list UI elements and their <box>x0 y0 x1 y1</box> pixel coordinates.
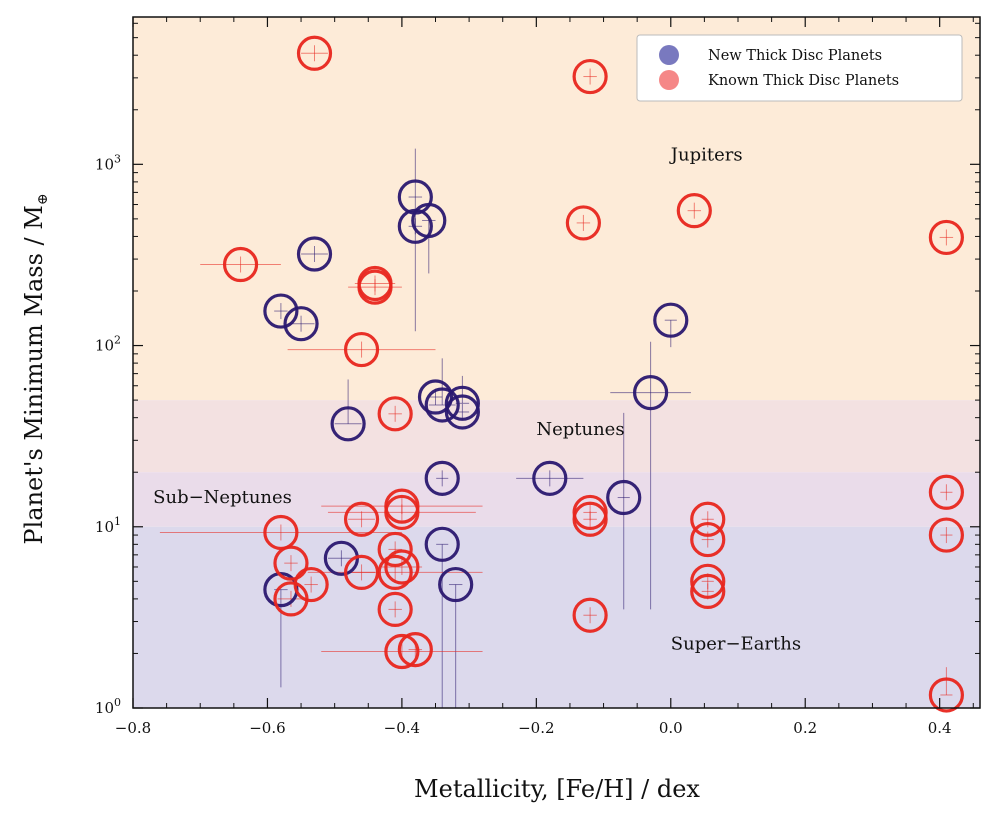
point-s0-p13 <box>424 460 460 496</box>
point-s1-p26 <box>273 581 309 617</box>
point-s1-p23 <box>377 554 413 591</box>
point-s1-p7 <box>357 269 393 305</box>
data-points <box>222 35 964 713</box>
region-label-1: Neptunes <box>536 419 624 440</box>
point-s1-p2 <box>565 205 601 241</box>
y-tick-label: 103 <box>95 152 121 173</box>
point-s0-p15 <box>606 479 642 516</box>
point-s1-p3 <box>676 193 712 229</box>
legend-label-new: New Thick Disc Planets <box>708 48 882 64</box>
earth-symbol: ⊕ <box>35 193 51 205</box>
point-s0-p12 <box>330 406 366 442</box>
point-s0-p7 <box>633 375 669 411</box>
y-tick-base: 10 <box>95 699 114 717</box>
x-tick-label: −0.4 <box>384 719 420 737</box>
y-tick-exponent: 1 <box>114 515 121 528</box>
y-axis-title-text: Planet's Minimum Mass / M <box>20 205 48 544</box>
point-s0-p16 <box>424 526 460 562</box>
point-s1-p11 <box>384 494 420 531</box>
point-s1-p16 <box>928 474 964 510</box>
point-s0-p10 <box>444 385 480 421</box>
point-s0-p11 <box>444 394 480 430</box>
point-s0-p8 <box>417 379 454 415</box>
point-s0-p5 <box>397 208 433 244</box>
y-tick-base: 10 <box>95 337 114 355</box>
region-label-3: Super−Earths <box>671 634 801 655</box>
region-band-neptunes <box>133 400 980 473</box>
point-s1-p8 <box>343 331 380 368</box>
y-tick-exponent: 2 <box>114 334 121 347</box>
point-s0-p19 <box>438 566 474 603</box>
region-band-super-earths <box>133 526 980 708</box>
point-s1-p18 <box>690 521 726 558</box>
legend-swatch-new <box>659 45 679 65</box>
legend-swatch-known <box>659 70 679 90</box>
point-s1-p31 <box>384 633 420 670</box>
y-axis-title: Planet's Minimum Mass / M⊕ <box>20 193 51 544</box>
point-s1-p4 <box>928 219 964 256</box>
x-axis-title: Metallicity, [Fe/H] / dex <box>414 775 700 803</box>
legend: New Thick Disc Planets Known Thick Disc … <box>636 34 963 102</box>
point-s1-p28 <box>690 573 726 609</box>
point-s1-p0 <box>296 35 333 71</box>
y-tick-label: 100 <box>95 696 121 717</box>
point-s0-p9 <box>424 387 460 423</box>
x-tick-label: −0.2 <box>518 719 554 737</box>
point-s0-p1 <box>263 293 299 329</box>
point-s1-p21 <box>273 545 309 581</box>
x-tick-label: −0.6 <box>249 719 285 737</box>
point-s1-p14 <box>572 501 608 537</box>
error-bars <box>159 45 954 708</box>
region-label-2: Sub−Neptunes <box>153 487 292 508</box>
point-s0-p14 <box>532 460 568 496</box>
point-s1-p29 <box>377 591 413 628</box>
x-tick-label: 0.0 <box>659 719 683 737</box>
y-tick-label: 101 <box>95 515 121 536</box>
x-tick-label: 0.2 <box>793 719 817 737</box>
y-tick-base: 10 <box>95 518 114 536</box>
point-s1-p33 <box>928 677 964 713</box>
point-s0-p6 <box>653 302 689 338</box>
legend-label-known: Known Thick Disc Planets <box>708 73 899 89</box>
region-labels: Jupiters Neptunes Sub−Neptunes Super−Earths <box>153 144 801 654</box>
y-tick-exponent: 0 <box>114 696 121 709</box>
point-s1-p5 <box>222 246 259 283</box>
point-s1-p32 <box>397 632 433 668</box>
point-s1-p20 <box>377 531 413 568</box>
point-s1-p17 <box>263 514 299 551</box>
point-s1-p1 <box>572 58 608 95</box>
region-label-0: Jupiters <box>669 144 743 165</box>
point-s1-p15 <box>690 501 726 537</box>
y-tick-label: 102 <box>95 334 121 355</box>
plot-frame <box>132 16 981 709</box>
x-tick-label: −0.8 <box>115 719 151 737</box>
point-s1-p24 <box>343 554 380 591</box>
point-s1-p19 <box>928 517 964 553</box>
legend-box <box>636 34 963 102</box>
point-s1-p30 <box>572 597 608 633</box>
point-s1-p12 <box>343 501 380 537</box>
mass-regions <box>133 17 980 708</box>
y-tick-exponent: 3 <box>114 152 121 165</box>
y-tick-base: 10 <box>95 155 114 173</box>
point-s0-p0 <box>296 236 333 272</box>
point-s1-p22 <box>384 549 420 585</box>
x-tick-label: 0.4 <box>928 719 952 737</box>
point-s1-p27 <box>690 563 726 599</box>
point-s1-p9 <box>377 396 413 432</box>
point-s0-p2 <box>283 306 319 342</box>
plot-border <box>132 16 981 709</box>
